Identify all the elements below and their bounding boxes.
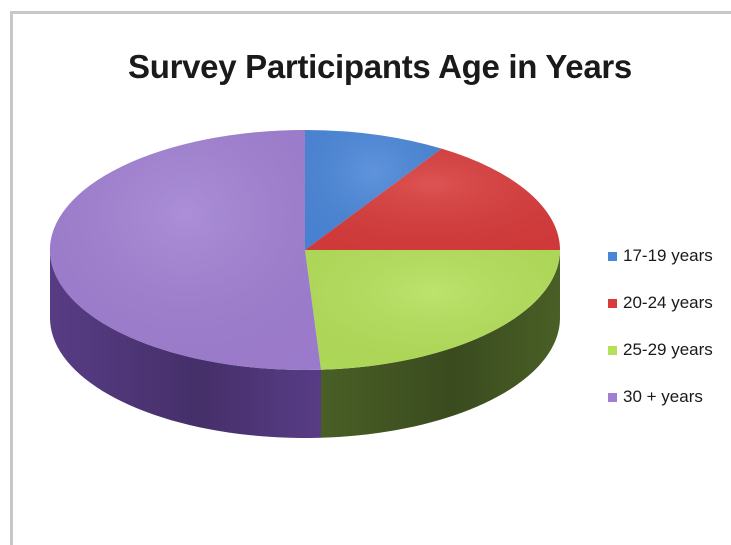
legend-label: 30 + years [623, 387, 703, 406]
legend: 17-19 years 20-24 years 25-29 years 30 +… [608, 246, 728, 434]
pie-slice-shade-25-29-years [305, 250, 560, 370]
pie-slice-shade-20-24-years [305, 148, 560, 250]
legend-swatch [608, 252, 617, 261]
legend-item: 30 + years [608, 387, 728, 411]
chart-border-top [10, 11, 731, 14]
pie-slice-shade-30-years [49, 129, 322, 370]
legend-label: 17-19 years [623, 246, 713, 265]
pie-tops [49, 129, 560, 370]
legend-label: 20-24 years [623, 293, 713, 312]
chart-title: Survey Participants Age in Years [128, 48, 632, 85]
legend-label: 25-29 years [623, 340, 713, 359]
legend-item: 17-19 years [608, 246, 728, 270]
pie-sides [50, 250, 560, 438]
legend-item: 20-24 years [608, 293, 728, 317]
legend-item: 25-29 years [608, 340, 728, 364]
pie-side-shade-30-years [50, 250, 322, 438]
legend-swatch [608, 346, 617, 355]
legend-swatch [608, 393, 617, 402]
pie-slice-shade-17-19-years [305, 130, 442, 250]
legend-swatch [608, 299, 617, 308]
chart-border-left [10, 11, 13, 545]
pie-side-shade-25-29-years [321, 250, 560, 438]
